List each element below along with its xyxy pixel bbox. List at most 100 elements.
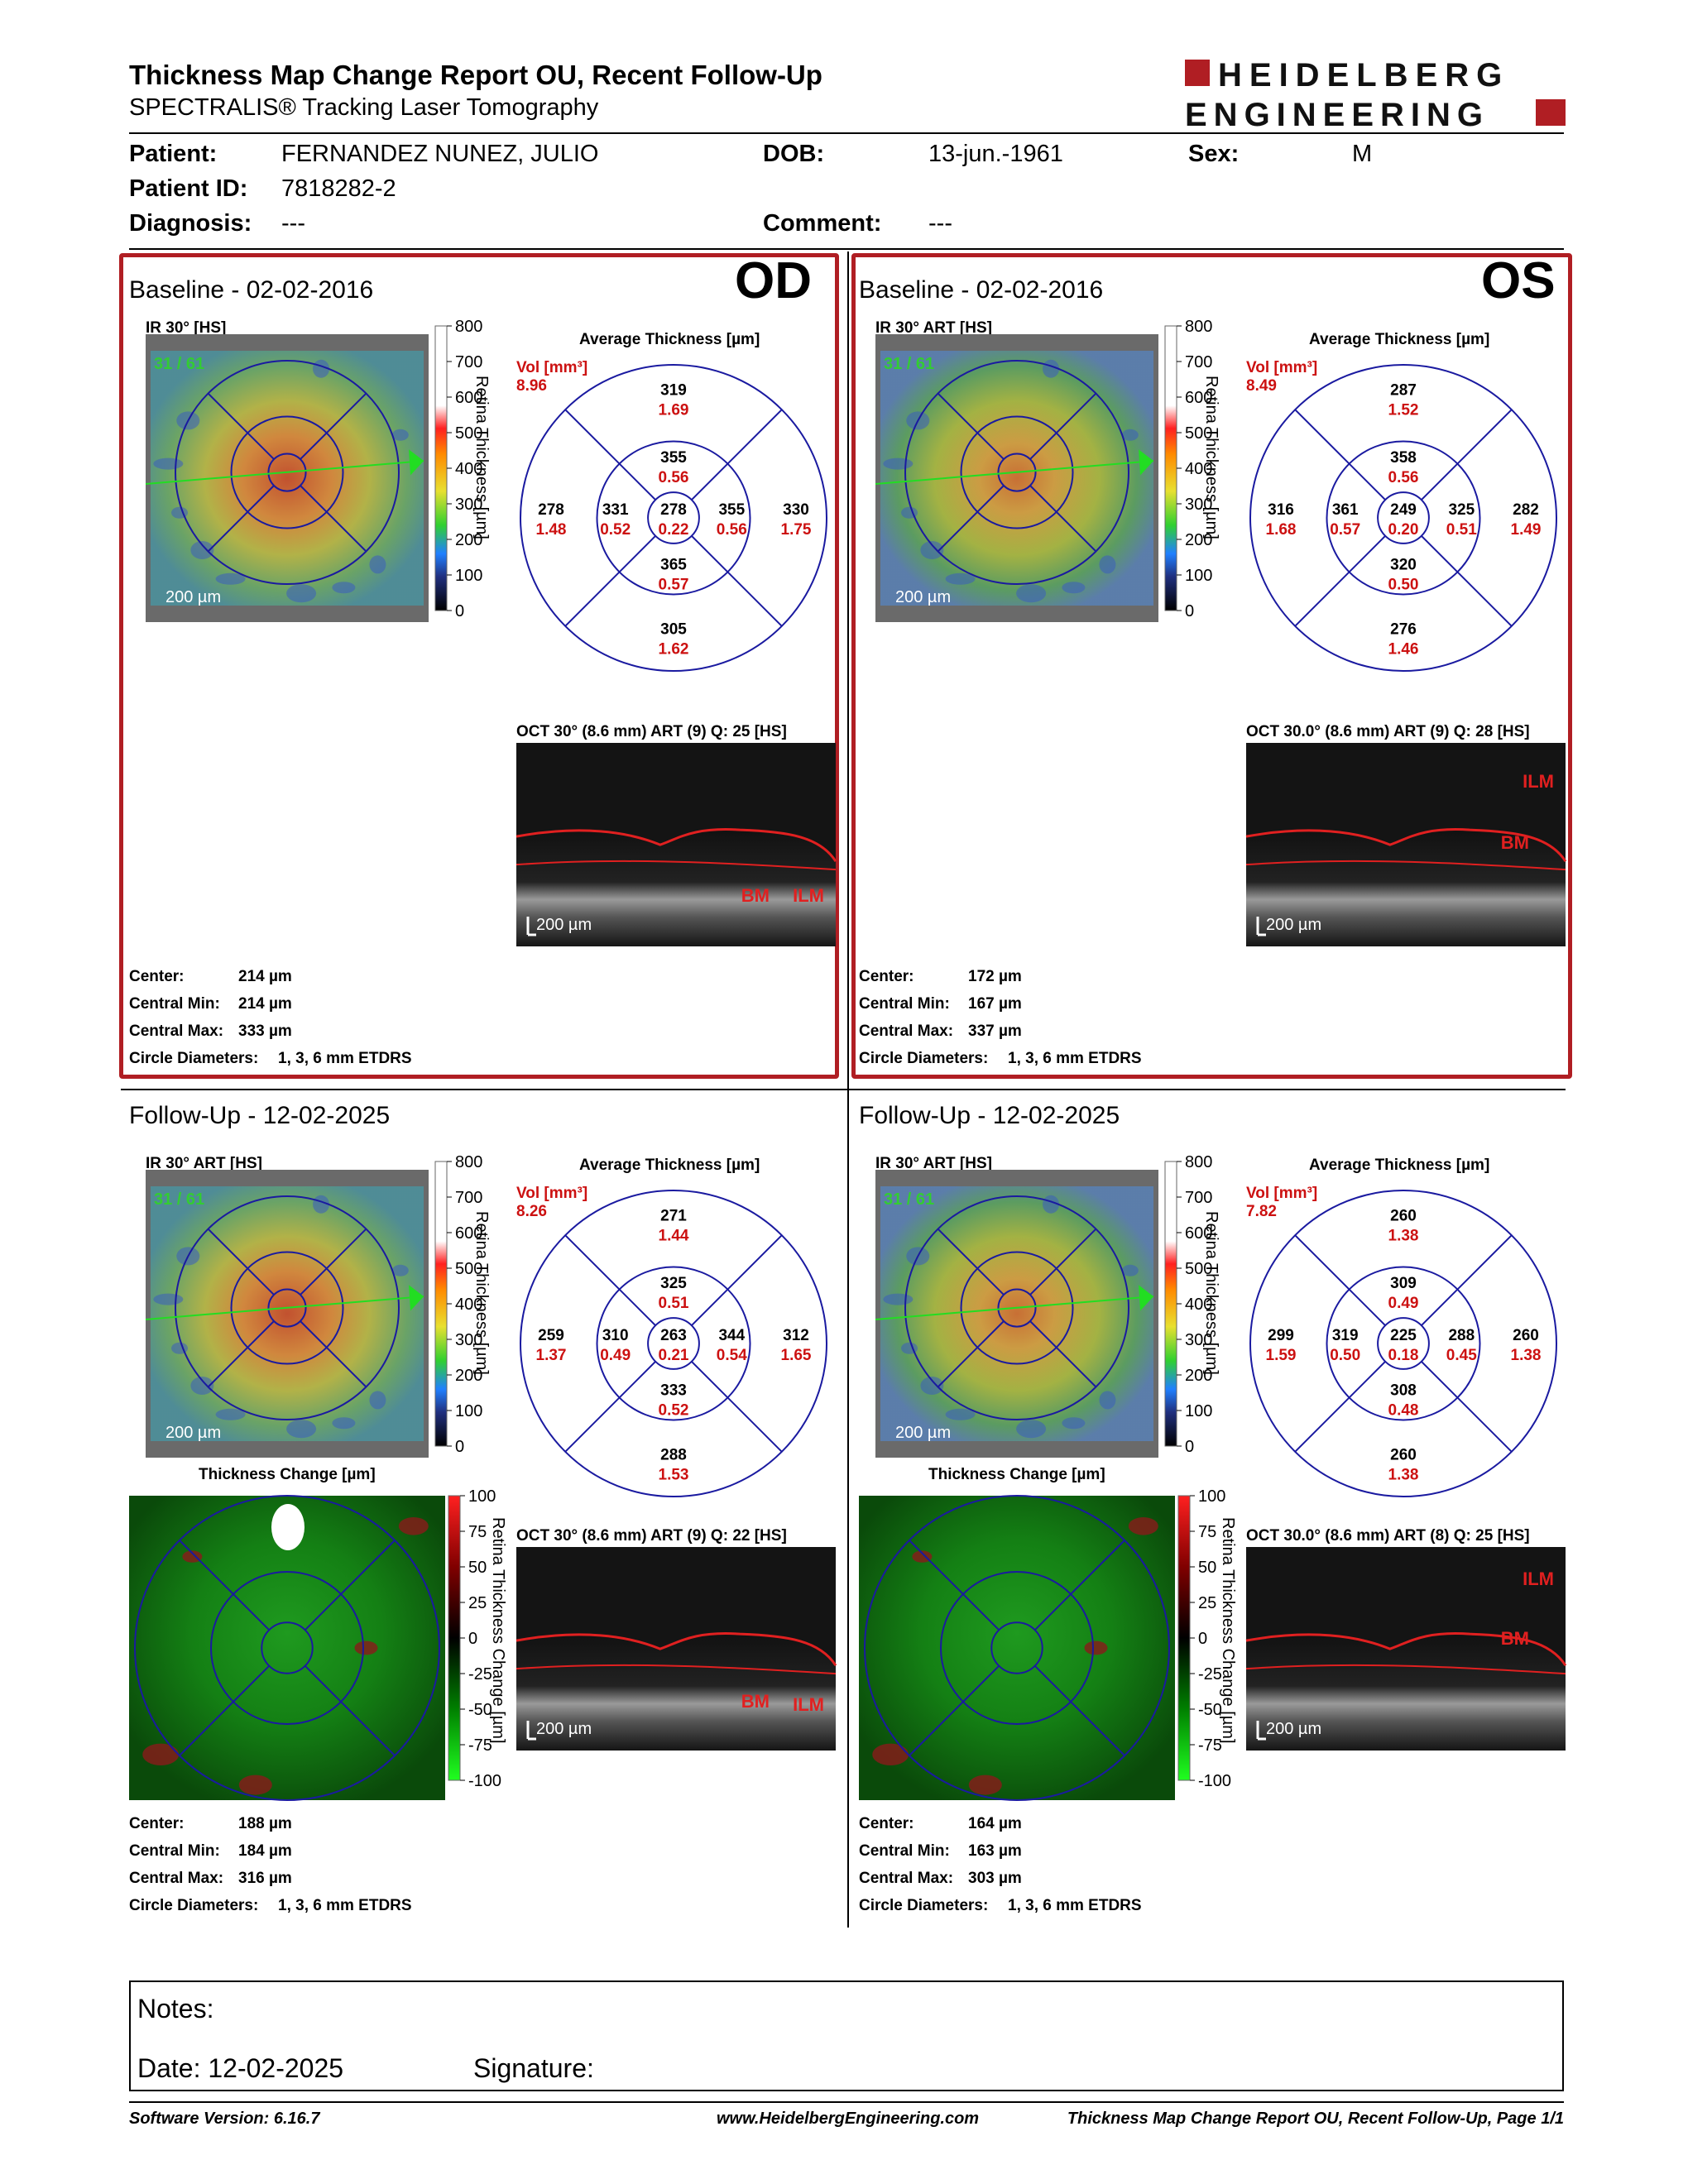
stat-label-circle: Circle Diameters: <box>129 1050 259 1067</box>
header-divider <box>129 132 1564 134</box>
colorbar-tick: 700 <box>455 1189 482 1207</box>
sector-thickness-inf_o: 276 <box>1390 620 1417 638</box>
ir-label: IR 30° ART [HS] <box>875 1155 992 1172</box>
stat-label-cmax: Central Max: <box>859 1870 954 1887</box>
stat-label-circle: Circle Diameters: <box>859 1050 989 1067</box>
diagnosis-label: Diagnosis: <box>129 210 252 237</box>
patient-id-label: Patient ID: <box>129 175 248 202</box>
footer-divider <box>129 2101 1564 2103</box>
sector-volume-sup_i: 0.49 <box>1388 1295 1419 1312</box>
sector-volume-sup_o: 1.69 <box>659 402 689 419</box>
sector-thickness-right_i: 325 <box>1448 501 1475 519</box>
stat-value-cmax: 303 µm <box>968 1870 1022 1887</box>
sector-volume-right_i: 0.45 <box>1446 1347 1477 1364</box>
vol-label: Vol [mm³] <box>1246 359 1318 376</box>
fovea-label: 31 / 61 <box>154 355 204 373</box>
scale-bar-label: 200 µm <box>165 1424 221 1442</box>
sex-value: M <box>1352 141 1373 167</box>
sector-volume-inf_i: 0.57 <box>659 577 689 594</box>
stat-value-circle: 1, 3, 6 mm ETDRS <box>278 1897 412 1914</box>
sector-volume-inf_i: 0.48 <box>1388 1402 1419 1420</box>
sector-thickness-left_i: 361 <box>1332 501 1359 519</box>
stat-value-center: 214 µm <box>238 968 292 985</box>
change-tick: 50 <box>468 1559 487 1577</box>
oct-scale-bar: 200 µm <box>536 916 592 934</box>
stat-value-center: 172 µm <box>968 968 1022 985</box>
dob-value: 13-jun.-1961 <box>928 141 1063 167</box>
ilm-label: ILM <box>1523 1569 1554 1589</box>
report-subtitle: SPECTRALIS® Tracking Laser Tomography <box>129 94 599 121</box>
vol-label: Vol [mm³] <box>516 1185 588 1202</box>
scale-bar-label: 200 µm <box>165 588 221 606</box>
sector-volume-right_i: 0.51 <box>1446 521 1477 539</box>
stat-label-cmin: Central Min: <box>129 1842 220 1860</box>
sector-thickness-right_o: 282 <box>1513 501 1539 519</box>
ilm-label: ILM <box>793 1694 824 1715</box>
stat-label-cmin: Central Min: <box>859 995 950 1013</box>
eye-label: OS <box>1481 252 1556 309</box>
colorbar-tick: 400 <box>1185 1296 1212 1314</box>
ilm-label: ILM <box>1523 771 1554 792</box>
change-tick: -25 <box>468 1665 492 1684</box>
colorbar-label: Retina Thickness [µm] <box>1202 376 1220 539</box>
sector-thickness-inf_i: 333 <box>660 1382 687 1400</box>
vol-value: 8.49 <box>1246 377 1277 395</box>
website-link[interactable]: www.HeidelbergEngineering.com <box>717 2110 980 2128</box>
stat-value-cmin: 163 µm <box>968 1842 1022 1860</box>
vol-value: 8.26 <box>516 1203 547 1220</box>
colorbar-tick: 400 <box>455 460 482 478</box>
change-tick: 100 <box>1198 1487 1225 1506</box>
sector-thickness-right_i: 344 <box>718 1327 745 1344</box>
colorbar-tick: 300 <box>455 1331 482 1349</box>
sector-volume-inf_i: 0.52 <box>659 1402 689 1420</box>
colorbar-tick: 100 <box>1185 1402 1212 1420</box>
notes-box: Notes: Date: 12-02-2025 Signature: <box>129 1980 1564 2091</box>
panel-os_fu: Follow-Up - 12-02-2025 IR 30° ART [HS] 31 … <box>730 837 1590 1914</box>
colorbar-tick: 500 <box>1185 1260 1212 1278</box>
sector-thickness-sup_o: 260 <box>1390 1208 1417 1225</box>
change-tick: -25 <box>1198 1665 1222 1684</box>
colorbar-tick: 500 <box>455 1260 482 1278</box>
colorbar-tick: 800 <box>1185 318 1212 336</box>
vol-label: Vol [mm³] <box>1246 1185 1318 1202</box>
logo-mark: HEIDELBERG ENGINEERING <box>1185 57 1566 133</box>
od-baseline-highlight <box>119 253 839 1079</box>
eye-label: OD <box>735 252 812 309</box>
change-tick: -100 <box>468 1772 501 1790</box>
sector-thickness-inf_o: 305 <box>660 620 687 638</box>
change-tick: 100 <box>468 1487 496 1506</box>
panel-title: Follow-Up - 12-02-2025 <box>129 1102 391 1129</box>
sector-thickness-sup_o: 319 <box>660 382 687 400</box>
change-bar-label: Retina Thickness Change [µm] <box>489 1517 507 1744</box>
stat-label-cmax: Central Max: <box>129 1023 224 1040</box>
oct-scale-bar: 200 µm <box>1266 1720 1321 1738</box>
sector-volume-center: 0.18 <box>1388 1347 1419 1364</box>
sector-thickness-inf_i: 365 <box>660 557 687 574</box>
colorbar-tick: 300 <box>455 496 482 514</box>
change-title: Thickness Change [µm] <box>928 1466 1105 1483</box>
scale-bar-label: 200 µm <box>895 588 951 606</box>
bm-label: BM <box>741 885 770 906</box>
sector-volume-inf_o: 1.53 <box>659 1466 689 1483</box>
sector-volume-inf_o: 1.62 <box>659 640 689 658</box>
bm-label: BM <box>741 1691 770 1712</box>
avg-thickness-title: Average Thickness [µm] <box>1309 331 1490 348</box>
change-tick: -100 <box>1198 1772 1231 1790</box>
fovea-label: 31 / 61 <box>884 355 934 373</box>
sector-thickness-inf_o: 288 <box>660 1446 687 1463</box>
sector-thickness-center: 278 <box>660 501 687 519</box>
date-label: Date: 12-02-2025 <box>137 2053 344 2083</box>
bm-label: BM <box>1501 1628 1529 1649</box>
stat-value-cmax: 316 µm <box>238 1870 292 1887</box>
colorbar-tick: 200 <box>455 1367 482 1385</box>
colorbar-tick: 200 <box>1185 1367 1212 1385</box>
colorbar-tick: 100 <box>1185 567 1212 585</box>
colorbar-tick: 0 <box>455 602 464 620</box>
ir-label: IR 30° ART [HS] <box>146 1155 262 1172</box>
oct-label: OCT 30° (8.6 mm) ART (9) Q: 25 [HS] <box>516 723 787 740</box>
vol-value: 8.96 <box>516 377 547 395</box>
avg-thickness-title: Average Thickness [µm] <box>579 331 760 348</box>
